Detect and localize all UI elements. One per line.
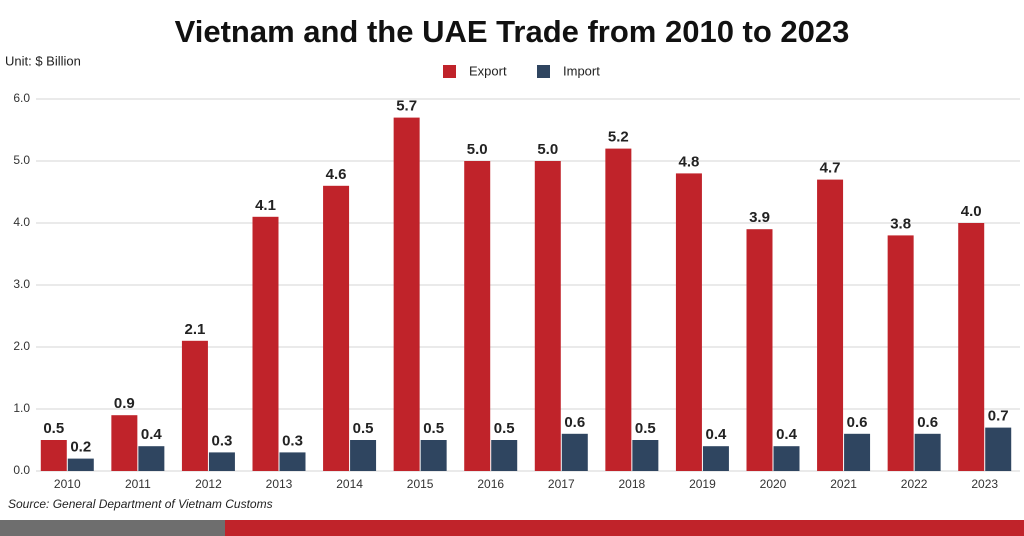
bar <box>111 415 138 471</box>
bar <box>464 161 491 471</box>
y-tick-label: 3.0 <box>13 277 30 291</box>
value-label: 5.0 <box>467 141 488 158</box>
value-label: 0.5 <box>43 420 64 437</box>
bar <box>279 452 306 471</box>
value-label: 0.5 <box>494 420 515 437</box>
x-tick-label: 2016 <box>477 477 504 491</box>
footer-band <box>225 520 1024 536</box>
value-label: 4.7 <box>820 160 841 177</box>
x-tick-label: 2010 <box>54 477 81 491</box>
value-label: 3.8 <box>890 215 911 232</box>
value-label: 5.2 <box>608 129 629 146</box>
bar <box>746 229 773 471</box>
bar <box>323 185 350 472</box>
value-label: 0.3 <box>282 432 303 449</box>
value-label: 0.6 <box>917 414 938 431</box>
bar <box>534 161 561 471</box>
unit-label: Unit: $ Billion <box>5 53 81 68</box>
value-label: 0.7 <box>988 408 1009 425</box>
value-label: 0.6 <box>564 414 585 431</box>
y-tick-label: 2.0 <box>13 339 30 353</box>
bar <box>208 452 235 471</box>
bar <box>393 117 420 471</box>
value-label: 0.5 <box>353 420 374 437</box>
x-tick-label: 2017 <box>548 477 575 491</box>
value-label: 0.4 <box>141 426 163 443</box>
value-label: 2.1 <box>184 321 205 338</box>
bar <box>632 440 659 471</box>
x-tick-label: 2012 <box>195 477 222 491</box>
bar <box>252 216 279 471</box>
value-label: 0.9 <box>114 395 135 412</box>
bar <box>817 179 844 471</box>
bar <box>985 427 1012 471</box>
x-tick-label: 2013 <box>266 477 293 491</box>
bar <box>67 458 94 471</box>
bar <box>887 235 914 471</box>
x-tick-label: 2020 <box>760 477 787 491</box>
source-note: Source: General Department of Vietnam Cu… <box>8 497 273 511</box>
value-label: 3.9 <box>749 209 770 226</box>
x-tick-label: 2015 <box>407 477 434 491</box>
bar <box>605 148 632 471</box>
bar <box>491 440 518 471</box>
chart-title: Vietnam and the UAE Trade from 2010 to 2… <box>175 14 850 49</box>
x-tick-label: 2014 <box>336 477 363 491</box>
y-tick-label: 6.0 <box>13 91 30 105</box>
value-label: 4.1 <box>255 197 276 214</box>
legend-label: Import <box>563 63 600 78</box>
x-tick-label: 2022 <box>901 477 928 491</box>
x-tick-label: 2023 <box>971 477 998 491</box>
bar <box>420 440 447 471</box>
x-tick-label: 2011 <box>125 477 151 491</box>
bar <box>773 446 800 471</box>
value-label: 5.0 <box>537 141 558 158</box>
x-tick-label: 2021 <box>830 477 857 491</box>
value-label: 4.0 <box>961 203 982 220</box>
legend-swatch <box>537 65 550 78</box>
value-label: 0.2 <box>70 439 91 456</box>
bar <box>702 446 729 471</box>
bar <box>40 440 67 471</box>
bar <box>675 173 702 471</box>
x-tick-label: 2018 <box>619 477 646 491</box>
bar <box>181 340 208 471</box>
value-label: 0.4 <box>705 426 727 443</box>
value-label: 0.5 <box>423 420 444 437</box>
value-label: 0.6 <box>847 414 868 431</box>
bar <box>914 433 941 471</box>
value-label: 5.7 <box>396 98 417 115</box>
legend-label: Export <box>469 63 507 78</box>
y-tick-label: 0.0 <box>13 463 30 477</box>
legend-swatch <box>443 65 456 78</box>
bar <box>350 440 377 471</box>
bar <box>561 433 588 471</box>
value-label: 0.3 <box>211 432 232 449</box>
value-label: 0.4 <box>776 426 798 443</box>
y-tick-label: 4.0 <box>13 215 30 229</box>
bar <box>138 446 165 471</box>
y-tick-label: 1.0 <box>13 401 30 415</box>
x-tick-label: 2019 <box>689 477 716 491</box>
y-tick-label: 5.0 <box>13 153 30 167</box>
value-label: 4.6 <box>326 166 347 183</box>
bar <box>844 433 871 471</box>
footer-band <box>0 520 225 536</box>
value-label: 4.8 <box>678 153 699 170</box>
bar <box>958 223 985 471</box>
value-label: 0.5 <box>635 420 656 437</box>
